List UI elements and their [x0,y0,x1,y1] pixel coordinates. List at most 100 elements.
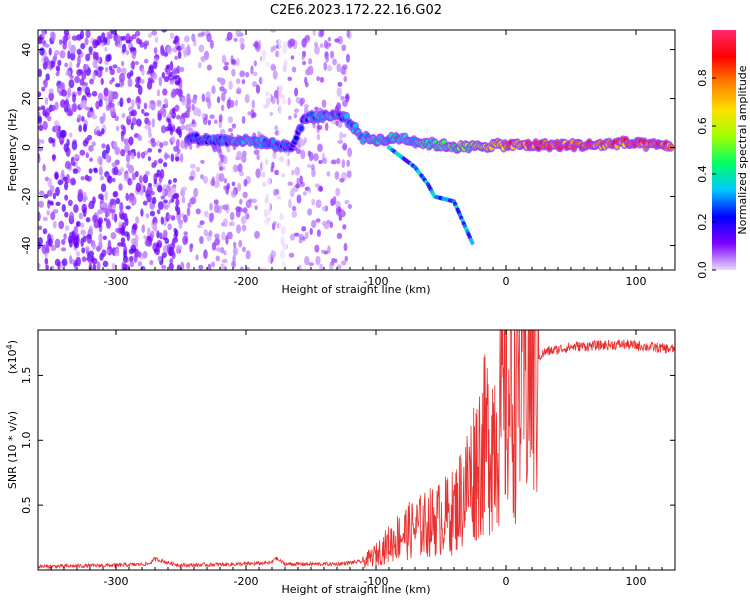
noise-speck [105,152,110,162]
noise-speck [147,156,152,162]
snr-xlabel: Height of straight line (km) [281,583,430,596]
noise-speck [91,141,96,147]
noise-speck [247,111,251,116]
noise-speck [52,154,56,162]
noise-speck [326,64,333,72]
noise-speck [81,203,88,214]
noise-speck [109,198,116,203]
noise-speck [241,115,246,124]
branch-point [470,240,475,245]
noise-speck [120,149,126,157]
noise-speck [149,210,156,217]
noise-speck [119,97,124,108]
noise-speck [40,105,46,111]
noise-speck [80,237,84,247]
noise-speck [289,233,296,241]
noise-speck [178,221,183,230]
noise-speck [137,134,143,141]
noise-speck [301,55,305,61]
noise-speck [63,182,69,191]
noise-speck [235,156,240,161]
noise-speck [111,77,115,82]
noise-speck [179,153,184,163]
noise-speck [339,131,343,140]
noise-speck [42,120,48,131]
noise-speck [42,40,47,45]
noise-speck [332,58,337,66]
noise-speck [182,235,188,246]
noise-speck [256,154,261,161]
noise-speck [121,242,126,248]
noise-speck [48,47,52,56]
noise-speck [337,139,344,144]
noise-speck [188,175,194,181]
noise-speck [97,92,104,102]
noise-speck [89,157,93,162]
noise-speck [160,216,164,225]
noise-speck [346,170,352,179]
noise-speck [114,115,119,122]
noise-speck [100,183,107,192]
noise-speck [329,262,334,270]
noise-speck [207,119,212,126]
y-tick-label: -40 [20,237,33,255]
noise-speck [213,180,220,189]
noise-speck [235,209,241,218]
noise-speck [185,102,191,110]
noise-speck [92,59,98,69]
noise-speck [55,186,60,197]
noise-speck [107,175,113,184]
noise-speck [179,118,184,124]
noise-speck [105,143,110,154]
noise-speck [245,266,250,270]
noise-speck [209,39,214,49]
noise-speck [316,133,321,141]
noise-speck [42,216,48,222]
noise-speck [319,263,324,270]
noise-speck [195,166,201,172]
noise-speck [323,39,329,49]
noise-speck [159,168,165,179]
x-tick-label: -200 [234,575,259,588]
noise-speck [109,209,116,214]
noise-speck [141,224,145,234]
noise-speck [239,37,245,44]
noise-speck [38,147,44,152]
noise-speck [334,38,340,43]
noise-speck [85,53,91,62]
noise-speck [74,75,80,84]
noise-speck [332,195,337,205]
noise-speck [111,262,116,270]
noise-speck [270,250,277,259]
noise-speck [76,63,80,68]
noise-speck [321,220,327,227]
noise-speck [38,106,42,111]
noise-speck [197,108,202,118]
noise-speck [72,161,76,167]
noise-speck [92,263,97,270]
noise-speck [103,87,109,97]
noise-speck [38,262,41,269]
noise-speck [242,150,247,157]
noise-speck [172,107,176,114]
noise-speck [63,233,67,240]
noise-speck [100,78,104,86]
noise-speck [160,49,166,57]
noise-speck [137,261,143,267]
noise-speck [160,106,165,116]
noise-speck [129,47,136,52]
noise-speck [203,175,208,184]
noise-speck [175,156,180,162]
noise-speck [245,71,250,78]
noise-speck [146,185,153,195]
noise-speck [321,206,326,212]
noise-speck [77,86,82,91]
noise-speck [153,222,158,231]
noise-speck [186,43,191,54]
noise-speck [298,238,303,244]
noise-speck [308,151,314,162]
noise-speck [88,225,93,236]
noise-speck [271,223,276,231]
noise-speck [176,264,181,270]
noise-speck [41,30,46,38]
